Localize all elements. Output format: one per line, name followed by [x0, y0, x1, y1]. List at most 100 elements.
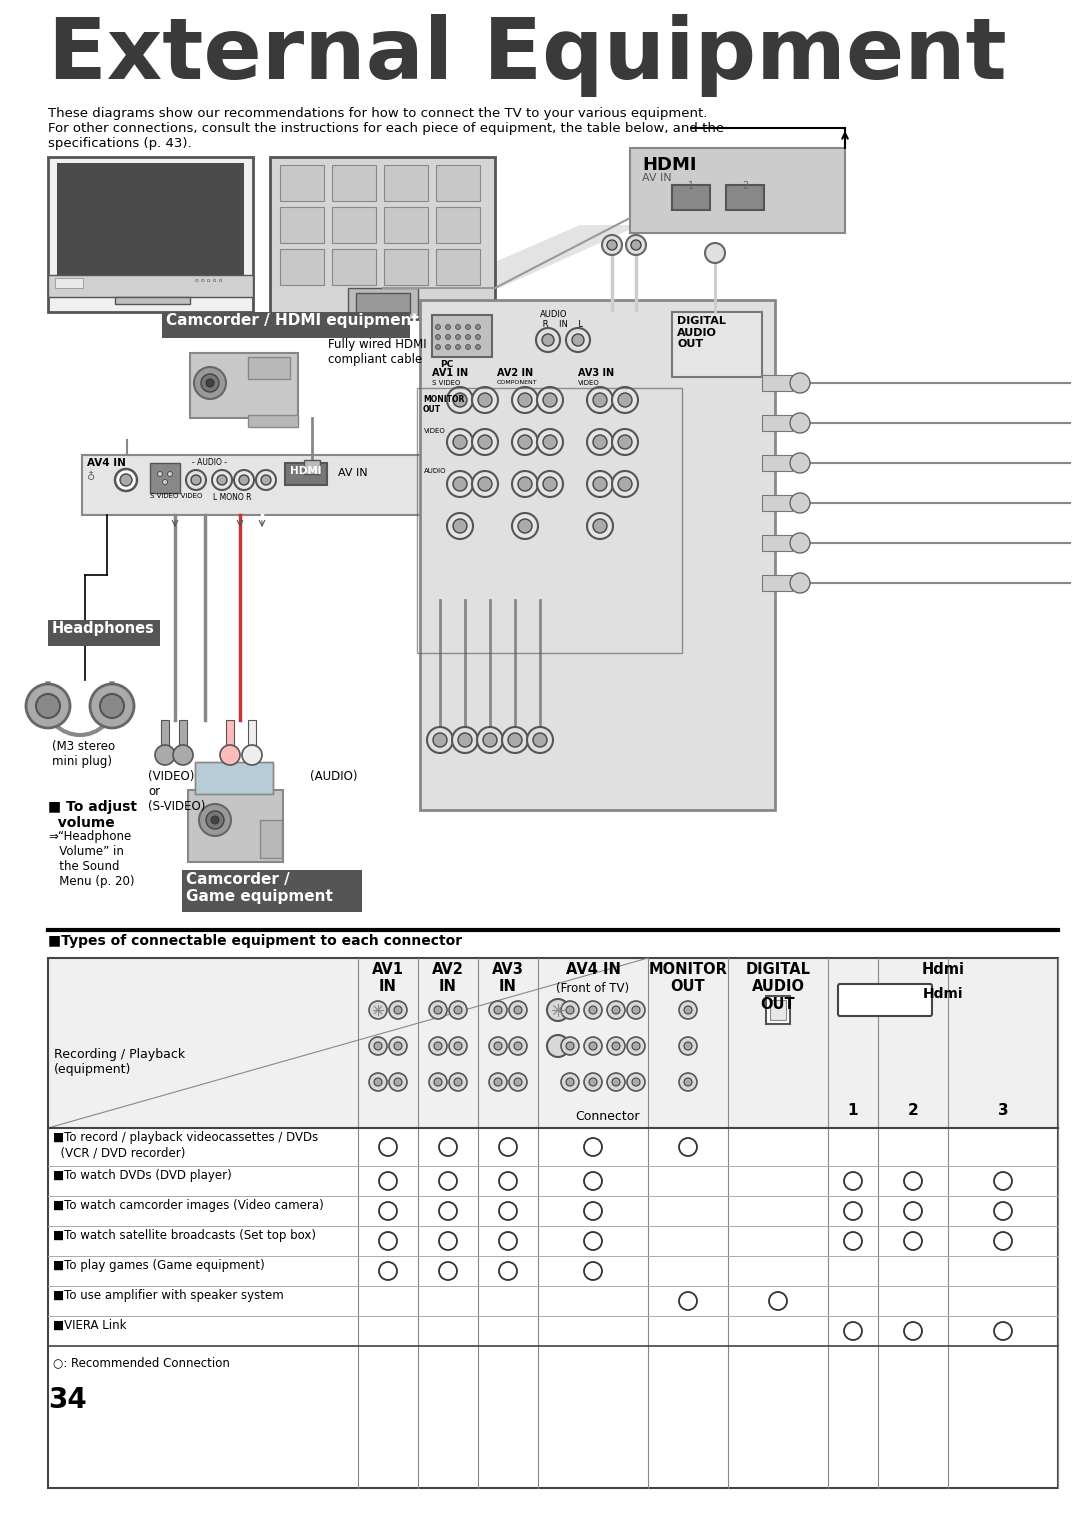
Text: ♁: ♁: [87, 472, 95, 481]
Bar: [248, 358, 291, 379]
Text: S VIDEO: S VIDEO: [432, 380, 460, 387]
Bar: [348, 287, 418, 319]
Text: AV IN: AV IN: [338, 468, 367, 478]
Circle shape: [612, 1005, 620, 1015]
Circle shape: [186, 471, 206, 490]
Bar: [48, 958, 1058, 1128]
Circle shape: [612, 429, 638, 455]
Circle shape: [389, 1073, 407, 1091]
Circle shape: [199, 804, 231, 836]
Circle shape: [433, 733, 447, 747]
Circle shape: [242, 746, 262, 766]
Circle shape: [449, 1073, 467, 1091]
Circle shape: [158, 472, 162, 477]
Bar: [770, 999, 786, 1021]
Bar: [436, 249, 480, 286]
Text: ■To record / playback videocassettes / DVDs
  (VCR / DVD recorder): ■To record / playback videocassettes / D…: [53, 1131, 319, 1160]
Circle shape: [632, 1005, 640, 1015]
Bar: [766, 996, 789, 1024]
Bar: [436, 206, 480, 243]
Bar: [436, 165, 480, 202]
Circle shape: [456, 344, 460, 350]
Bar: [161, 720, 168, 749]
Circle shape: [512, 387, 538, 413]
Text: Hdmi: Hdmi: [921, 963, 964, 976]
Text: Fully wired HDMI
compliant cable: Fully wired HDMI compliant cable: [328, 338, 427, 367]
Circle shape: [114, 469, 137, 490]
Circle shape: [477, 727, 503, 753]
Bar: [726, 185, 764, 209]
Bar: [356, 293, 410, 313]
Circle shape: [618, 393, 632, 406]
Circle shape: [489, 1001, 507, 1019]
Circle shape: [512, 429, 538, 455]
Circle shape: [684, 1077, 692, 1086]
Circle shape: [212, 471, 232, 490]
Circle shape: [191, 475, 201, 484]
Circle shape: [26, 685, 70, 727]
Circle shape: [536, 329, 561, 351]
Text: VIDEO: VIDEO: [424, 428, 446, 434]
Bar: [57, 163, 244, 275]
Circle shape: [607, 1038, 625, 1054]
Bar: [82, 455, 424, 515]
Bar: [280, 249, 324, 286]
Circle shape: [429, 1073, 447, 1091]
Circle shape: [217, 475, 227, 484]
Text: 1: 1: [848, 1103, 859, 1118]
Circle shape: [631, 240, 642, 251]
Bar: [55, 278, 83, 287]
Bar: [420, 299, 775, 810]
Circle shape: [789, 413, 810, 432]
Text: AV4 IN: AV4 IN: [87, 458, 126, 468]
Circle shape: [478, 477, 492, 490]
Circle shape: [156, 746, 175, 766]
Text: ⇒“Headphone
   Volume” in
   the Sound
   Menu (p. 20): ⇒“Headphone Volume” in the Sound Menu (p…: [48, 830, 135, 888]
Circle shape: [566, 329, 590, 351]
Circle shape: [475, 324, 481, 330]
Circle shape: [537, 471, 563, 497]
Circle shape: [679, 1073, 697, 1091]
Circle shape: [561, 1001, 579, 1019]
Text: PC: PC: [440, 361, 454, 368]
Bar: [183, 869, 362, 912]
Circle shape: [527, 727, 553, 753]
Circle shape: [234, 471, 254, 490]
Bar: [114, 296, 190, 304]
Text: ■Types of connectable equipment to each connector: ■Types of connectable equipment to each …: [48, 934, 462, 947]
Circle shape: [447, 387, 473, 413]
Circle shape: [489, 1038, 507, 1054]
Circle shape: [453, 477, 467, 490]
Circle shape: [454, 1077, 462, 1086]
Text: AV2 IN: AV2 IN: [497, 368, 534, 377]
Text: o o o o o: o o o o o: [195, 278, 222, 283]
Bar: [48, 157, 253, 312]
Circle shape: [167, 472, 173, 477]
Text: AV3
IN: AV3 IN: [492, 963, 524, 995]
Text: (M3 stereo
mini plug): (M3 stereo mini plug): [52, 740, 116, 769]
Circle shape: [447, 429, 473, 455]
Circle shape: [512, 471, 538, 497]
Text: ○: Recommended Connection: ○: Recommended Connection: [53, 1355, 230, 1369]
Bar: [417, 388, 681, 652]
Circle shape: [566, 1077, 573, 1086]
Circle shape: [512, 513, 538, 539]
Circle shape: [465, 335, 471, 339]
Circle shape: [546, 999, 569, 1021]
Circle shape: [220, 746, 240, 766]
Circle shape: [394, 1077, 402, 1086]
Bar: [270, 157, 495, 319]
Bar: [162, 312, 410, 338]
Circle shape: [584, 1001, 602, 1019]
Circle shape: [256, 471, 276, 490]
Circle shape: [543, 477, 557, 490]
Bar: [237, 515, 266, 720]
Circle shape: [100, 694, 124, 718]
Circle shape: [561, 1038, 579, 1054]
Circle shape: [472, 471, 498, 497]
Bar: [280, 165, 324, 202]
Circle shape: [584, 1038, 602, 1054]
Circle shape: [478, 393, 492, 406]
Text: Connector: Connector: [576, 1109, 640, 1123]
Circle shape: [566, 1042, 573, 1050]
